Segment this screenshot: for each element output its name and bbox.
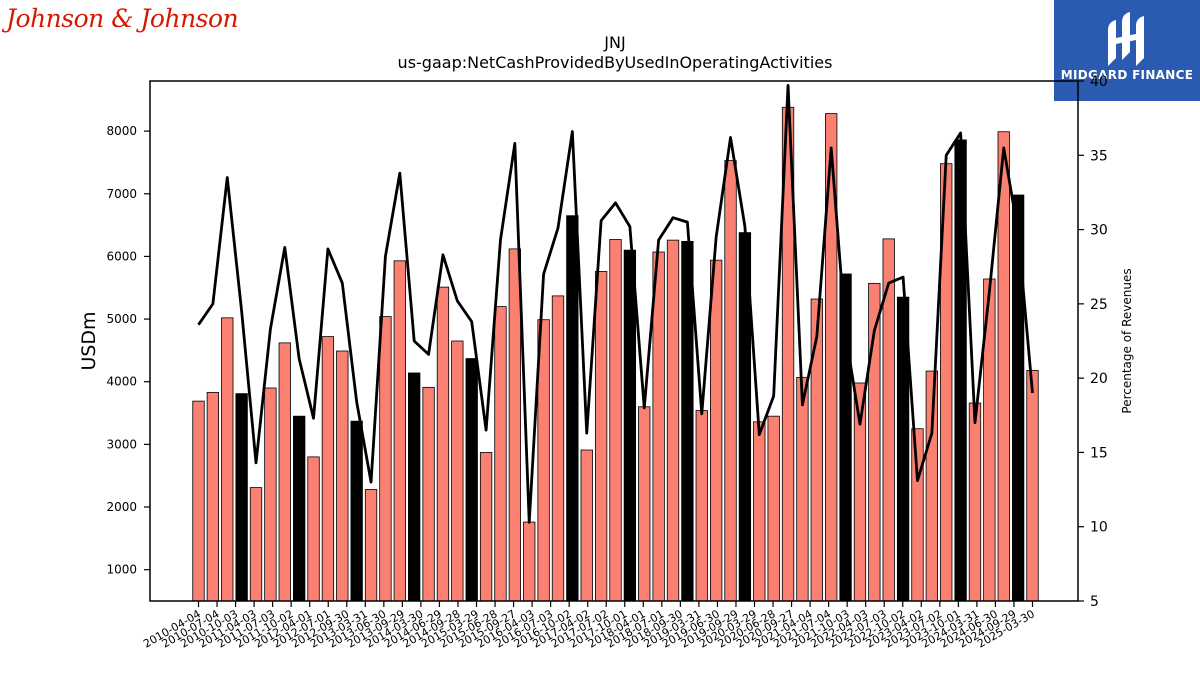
- bar: [393, 260, 406, 602]
- bar: [264, 387, 277, 602]
- right-y-tick-label: 5: [1090, 594, 1099, 610]
- bar: [508, 248, 521, 602]
- bar: [652, 251, 665, 602]
- chart-title: JNJ: [604, 33, 626, 52]
- bar: [796, 376, 809, 602]
- midgard-finance-wordmark: MIDGARD FINANCE: [1060, 68, 1194, 82]
- bar: [221, 317, 234, 602]
- bar: [408, 372, 421, 602]
- left-y-axis-ticks: 1000 2000 3000 4000 5000 6000 7000 8000: [106, 124, 150, 577]
- bar: [364, 489, 378, 602]
- bar: [968, 402, 982, 602]
- percentage-line: [197, 84, 1034, 524]
- bar: [623, 249, 637, 602]
- johnson-johnson-logo: Johnson & Johnson: [6, 4, 239, 33]
- bar: [278, 342, 291, 602]
- y-tick-label: 3000: [106, 437, 137, 451]
- bar: [494, 306, 507, 602]
- bar: [681, 240, 694, 602]
- bar: [594, 271, 608, 602]
- bar: [206, 391, 220, 602]
- bar: [753, 421, 766, 602]
- y-tick-label: 5000: [106, 312, 137, 326]
- bar: [379, 316, 392, 602]
- y-tick-label: 6000: [106, 249, 137, 263]
- bar: [293, 415, 306, 602]
- bar: [249, 487, 263, 602]
- right-y-axis-label: Percentage of Revenues: [1120, 268, 1134, 413]
- bar: [336, 350, 349, 602]
- bar: [422, 386, 435, 602]
- bar: [523, 521, 536, 602]
- bar: [1026, 370, 1039, 602]
- axes: [149, 80, 1079, 602]
- bar: [566, 215, 579, 602]
- y-tick-label: 4000: [106, 375, 137, 389]
- midgard-m-icon: [1108, 12, 1144, 66]
- bar: [350, 420, 363, 602]
- bar: [436, 286, 450, 602]
- chart-subtitle: us-gaap:NetCashProvidedByUsedInOperating…: [397, 53, 833, 72]
- bar: [465, 358, 478, 602]
- bar: [451, 340, 464, 602]
- x-axis-ticks: 2010-04-042010-07-042010-10-032011-04-03…: [141, 601, 1037, 651]
- right-y-tick-label: 30: [1090, 223, 1108, 239]
- y-tick-label: 7000: [106, 187, 137, 201]
- bar: [307, 456, 320, 602]
- bar: [321, 336, 335, 602]
- bar: [192, 400, 205, 602]
- bar: [580, 449, 593, 602]
- percentage-line-series: [197, 84, 1034, 524]
- bar: [479, 452, 493, 602]
- right-y-tick-label: 10: [1090, 520, 1108, 536]
- bar: [810, 298, 823, 602]
- bar: [767, 415, 780, 602]
- y-tick-label: 8000: [106, 124, 137, 138]
- right-y-tick-label: 25: [1090, 297, 1108, 313]
- bar: [925, 370, 938, 602]
- bar: [1011, 194, 1025, 602]
- right-y-tick-label: 40: [1090, 74, 1108, 90]
- bar: [638, 406, 651, 602]
- bar: [551, 295, 565, 602]
- bar: [911, 428, 924, 602]
- y-tick-label: 2000: [106, 500, 137, 514]
- bar: [695, 410, 708, 602]
- bar: [609, 239, 622, 602]
- right-y-tick-label: 35: [1090, 148, 1108, 164]
- right-y-tick-label: 20: [1090, 371, 1108, 387]
- right-y-axis-ticks: 5 10 15 20 25 30 35 40: [1078, 74, 1108, 610]
- bar: [235, 393, 248, 602]
- plot-frame: [149, 80, 1079, 602]
- y-axis-label: USDm: [78, 311, 100, 370]
- bar: [724, 160, 737, 602]
- y-tick-label: 1000: [106, 563, 137, 577]
- bar: [710, 259, 723, 602]
- right-y-tick-label: 15: [1090, 445, 1108, 461]
- bar: [666, 239, 680, 602]
- bar-series: [192, 106, 1039, 602]
- midgard-finance-logo: MIDGARD FINANCE: [1054, 0, 1200, 101]
